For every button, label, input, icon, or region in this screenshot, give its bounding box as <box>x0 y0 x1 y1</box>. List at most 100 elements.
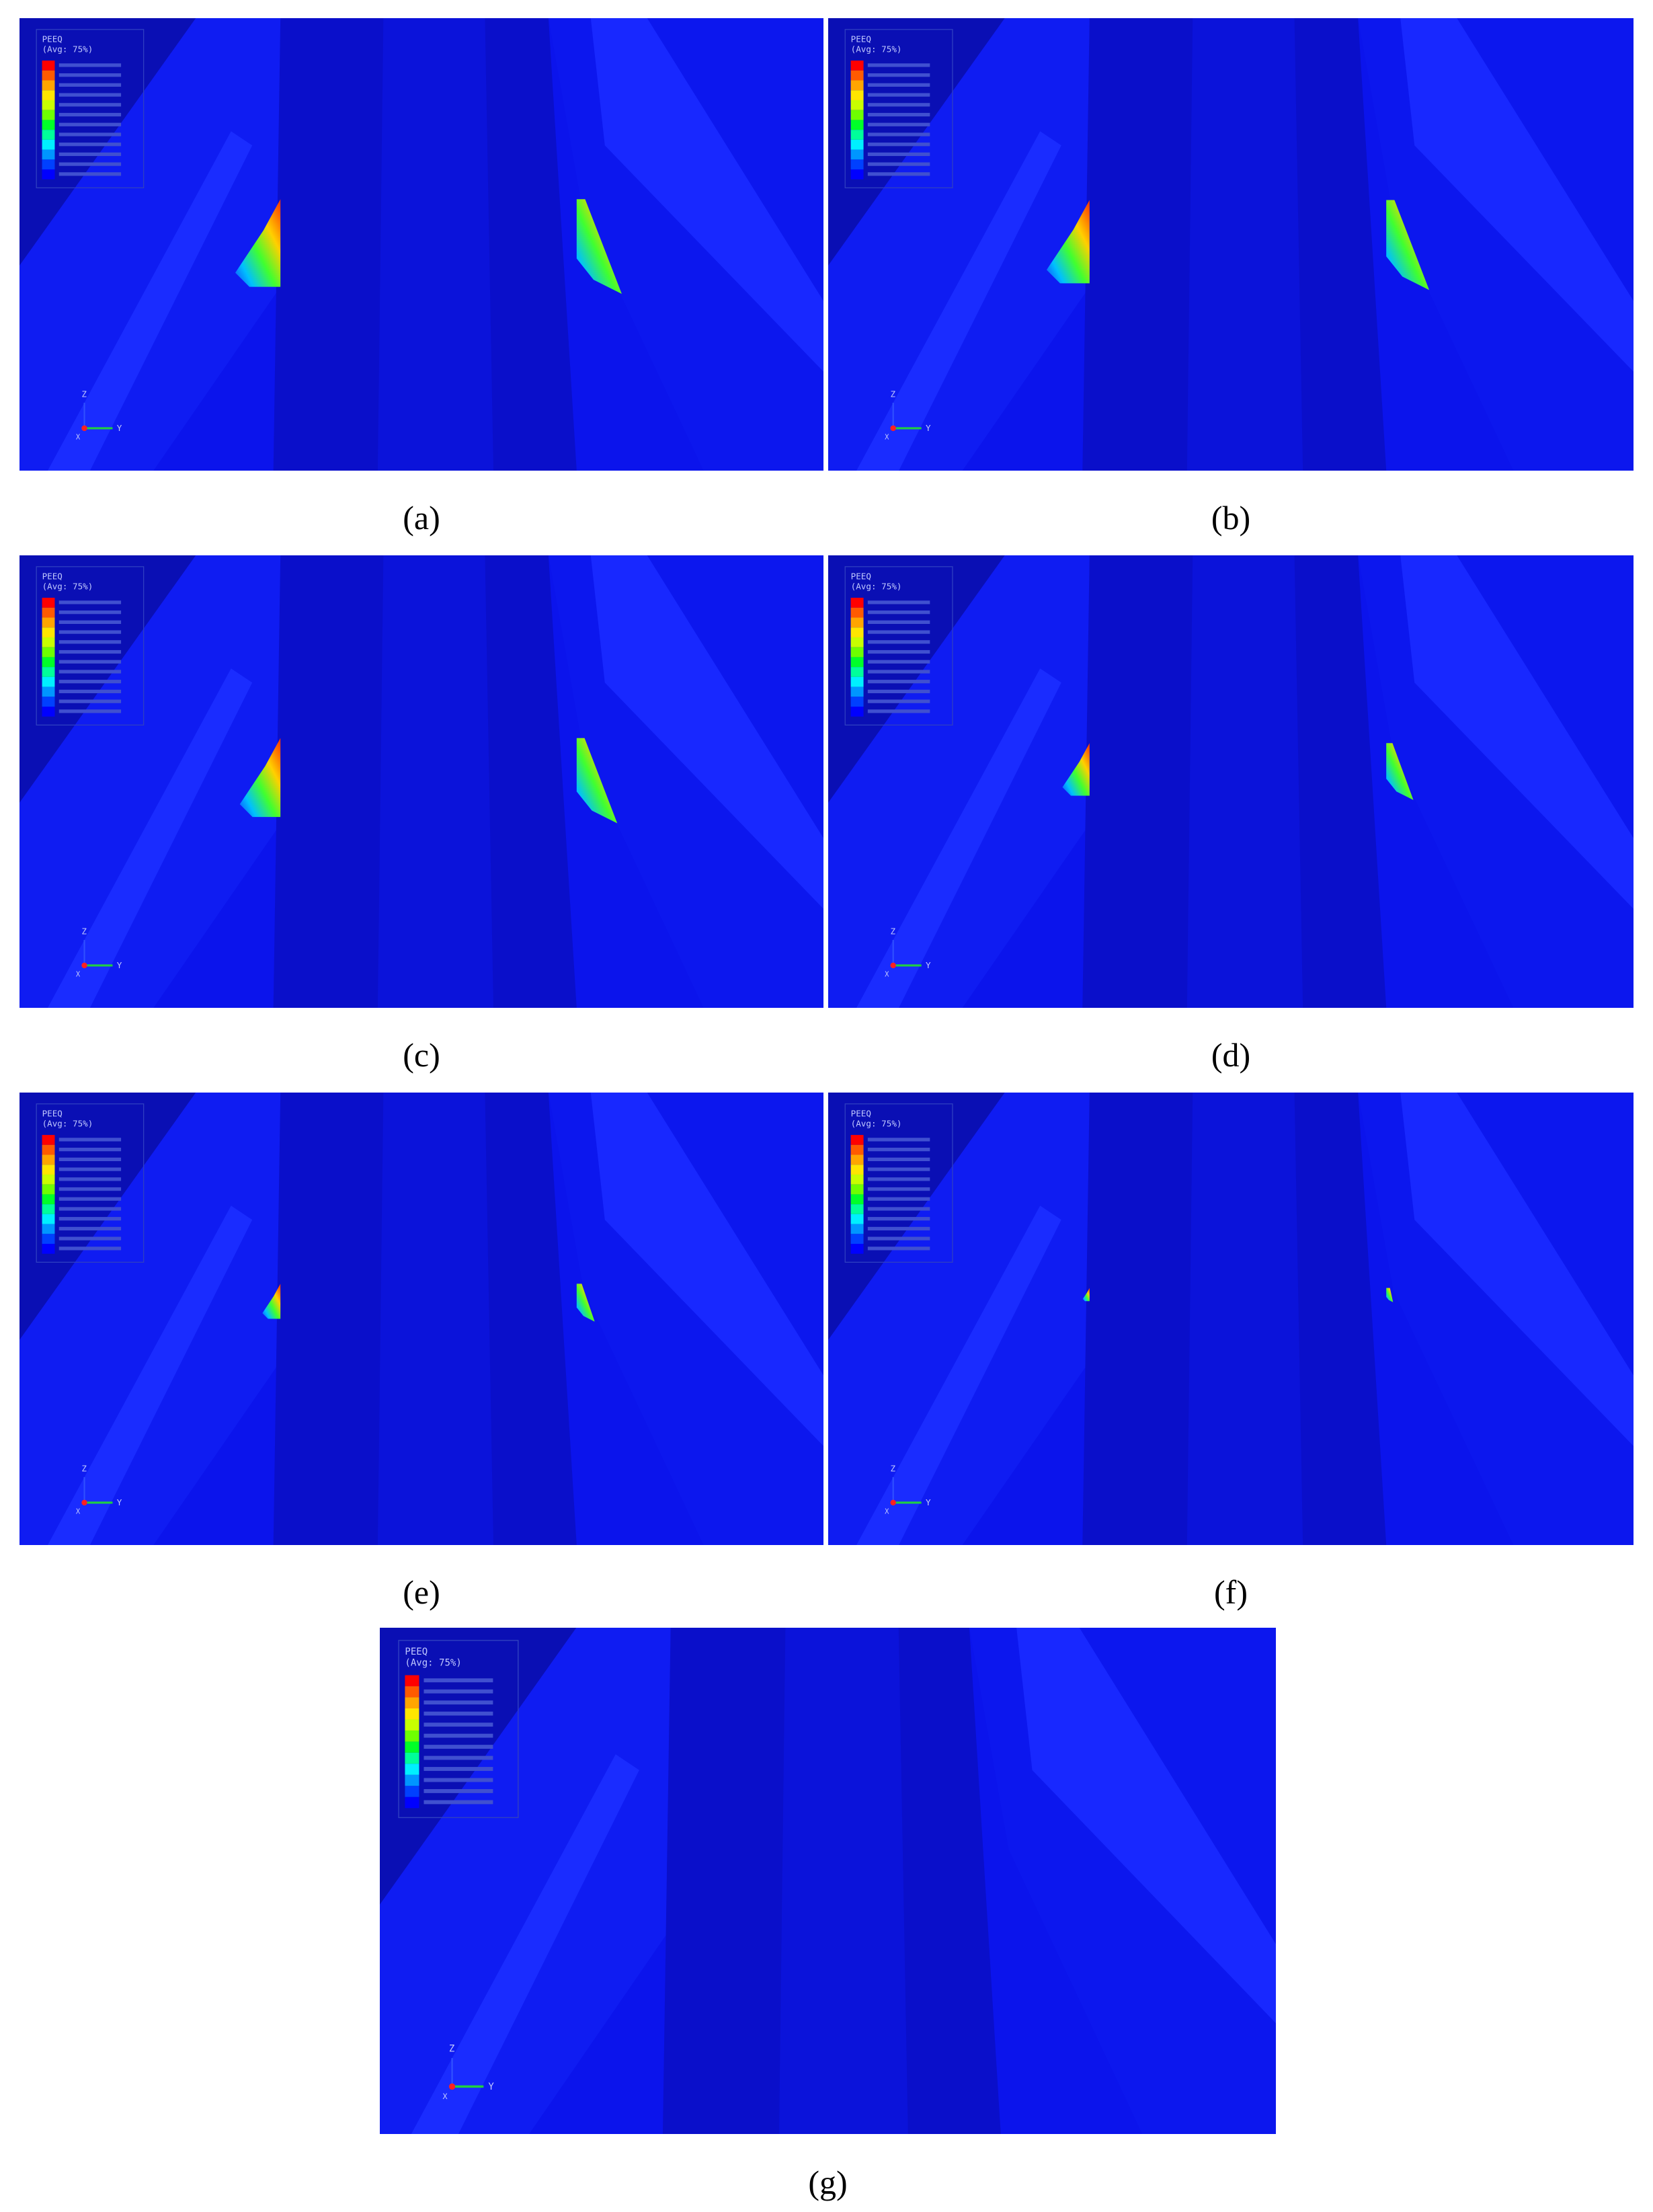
plastic-zone-left <box>235 199 281 287</box>
legend-swatch <box>850 169 864 180</box>
legend-title: PEEQ <box>42 571 63 582</box>
column-inner <box>1186 555 1303 1008</box>
left-beam-highlight <box>47 1206 253 1545</box>
legend-swatch <box>405 1686 419 1698</box>
legend-swatch <box>850 697 864 707</box>
legend-value-placeholder <box>58 630 122 634</box>
legend-swatch <box>850 1214 864 1224</box>
column-inner <box>377 18 494 471</box>
right-beam-highlight <box>1400 1093 1634 1446</box>
legend-value-placeholder <box>58 1177 122 1181</box>
plastic-zone-right <box>576 199 622 294</box>
plastic-zone-left <box>1046 200 1090 284</box>
legend-swatch <box>850 61 864 71</box>
legend-value-placeholder <box>58 112 122 117</box>
legend-swatch <box>42 120 55 130</box>
legend-value-placeholder <box>58 132 122 136</box>
legend-swatch <box>42 149 55 160</box>
left-beam <box>19 1093 281 1545</box>
contour-plot: PEEQ(Avg: 75%) Z Y X <box>19 1093 823 1545</box>
legend-swatch <box>42 80 55 91</box>
contour-plot: PEEQ(Avg: 75%) Z Y X <box>828 18 1634 471</box>
plastic-zone-left <box>1062 743 1090 796</box>
legend-value-placeholder <box>424 1767 493 1771</box>
axis-z-label: Z <box>890 1464 895 1474</box>
legend-swatch <box>850 1224 864 1234</box>
legend-swatch <box>42 159 55 170</box>
legend-value-placeholder <box>58 143 122 147</box>
plastic-zone-left <box>239 738 281 818</box>
legend-swatch <box>850 637 864 647</box>
legend-value-placeholder <box>424 1723 493 1727</box>
legend-value-placeholder <box>424 1745 493 1749</box>
legend-value-placeholder <box>867 620 930 625</box>
left-beam-highlight <box>411 1754 639 2134</box>
legend-value-placeholder <box>867 1207 930 1211</box>
legend-swatch <box>850 607 864 618</box>
axis-x <box>890 1499 896 1506</box>
legend-value-placeholder <box>58 1148 122 1152</box>
axis-y-label: Y <box>926 1497 931 1507</box>
legend-swatch <box>850 1234 864 1245</box>
legend-swatch <box>42 110 55 120</box>
legend-value-placeholder <box>867 689 930 694</box>
panel-caption: (e) <box>403 1573 440 1611</box>
legend-subtitle: (Avg: 75%) <box>851 44 902 54</box>
axis-x-label: X <box>885 971 889 979</box>
legend-value-placeholder <box>58 63 122 67</box>
contour-panel: PEEQ (Avg: 75%) Z Y X <box>19 18 823 471</box>
axis-x-label: X <box>76 434 81 442</box>
legend-value-placeholder <box>867 1177 930 1181</box>
legend-value-placeholder <box>867 680 930 684</box>
legend-value-placeholder <box>58 660 122 664</box>
column-inner <box>1186 18 1303 471</box>
legend-value-placeholder <box>58 1236 122 1240</box>
legend-value-placeholder <box>867 162 930 166</box>
axis-x <box>81 425 87 432</box>
legend-value-placeholder <box>867 1157 930 1162</box>
legend-swatch <box>850 139 864 150</box>
legend-swatch <box>405 1786 419 1797</box>
legend-value-placeholder <box>424 1755 493 1760</box>
legend-swatch <box>42 607 55 618</box>
contour-panel: PEEQ (Avg: 75%) Z Y X <box>828 18 1634 471</box>
legend-value-placeholder <box>867 1167 930 1171</box>
legend-swatch <box>850 657 864 668</box>
legend-swatch <box>42 1214 55 1224</box>
legend-swatch <box>850 676 864 687</box>
contour-panel: PEEQ (Avg: 75%) Z Y X <box>19 1093 823 1545</box>
legend-swatch <box>42 1164 55 1175</box>
contour-panel: PEEQ (Avg: 75%) Z Y X <box>19 555 823 1008</box>
left-beam-highlight <box>856 1206 1061 1545</box>
panel-caption: (c) <box>403 1036 440 1074</box>
legend-box <box>844 1103 953 1263</box>
legend-value-placeholder <box>867 132 930 136</box>
legend-swatch <box>405 1741 419 1753</box>
legend-swatch <box>42 697 55 707</box>
plastic-zone-left <box>262 1283 281 1319</box>
legend-value-placeholder <box>867 1187 930 1191</box>
legend-swatch <box>42 130 55 140</box>
legend-value-placeholder <box>867 1247 930 1251</box>
legend-swatch <box>42 617 55 628</box>
legend-swatch <box>42 169 55 180</box>
legend-swatch <box>850 1204 864 1214</box>
legend-value-placeholder <box>58 172 122 176</box>
right-beam-highlight <box>590 1093 823 1446</box>
axis-x <box>81 1499 87 1506</box>
legend-swatch <box>850 1174 864 1185</box>
legend-value-placeholder <box>58 152 122 157</box>
legend-value-placeholder <box>867 660 930 664</box>
contour-plot: PEEQ(Avg: 75%) Z Y X <box>828 555 1634 1008</box>
legend-swatch <box>42 1244 55 1254</box>
legend-subtitle: (Avg: 75%) <box>42 1118 93 1128</box>
legend-swatch <box>405 1730 419 1742</box>
legend-box <box>844 29 953 189</box>
right-beam-highlight <box>1400 18 1634 372</box>
legend-value-placeholder <box>867 630 930 634</box>
legend-title: PEEQ <box>851 34 871 44</box>
legend-swatch <box>405 1719 419 1731</box>
legend-subtitle: (Avg: 75%) <box>851 581 902 591</box>
legend-swatch <box>42 1204 55 1214</box>
